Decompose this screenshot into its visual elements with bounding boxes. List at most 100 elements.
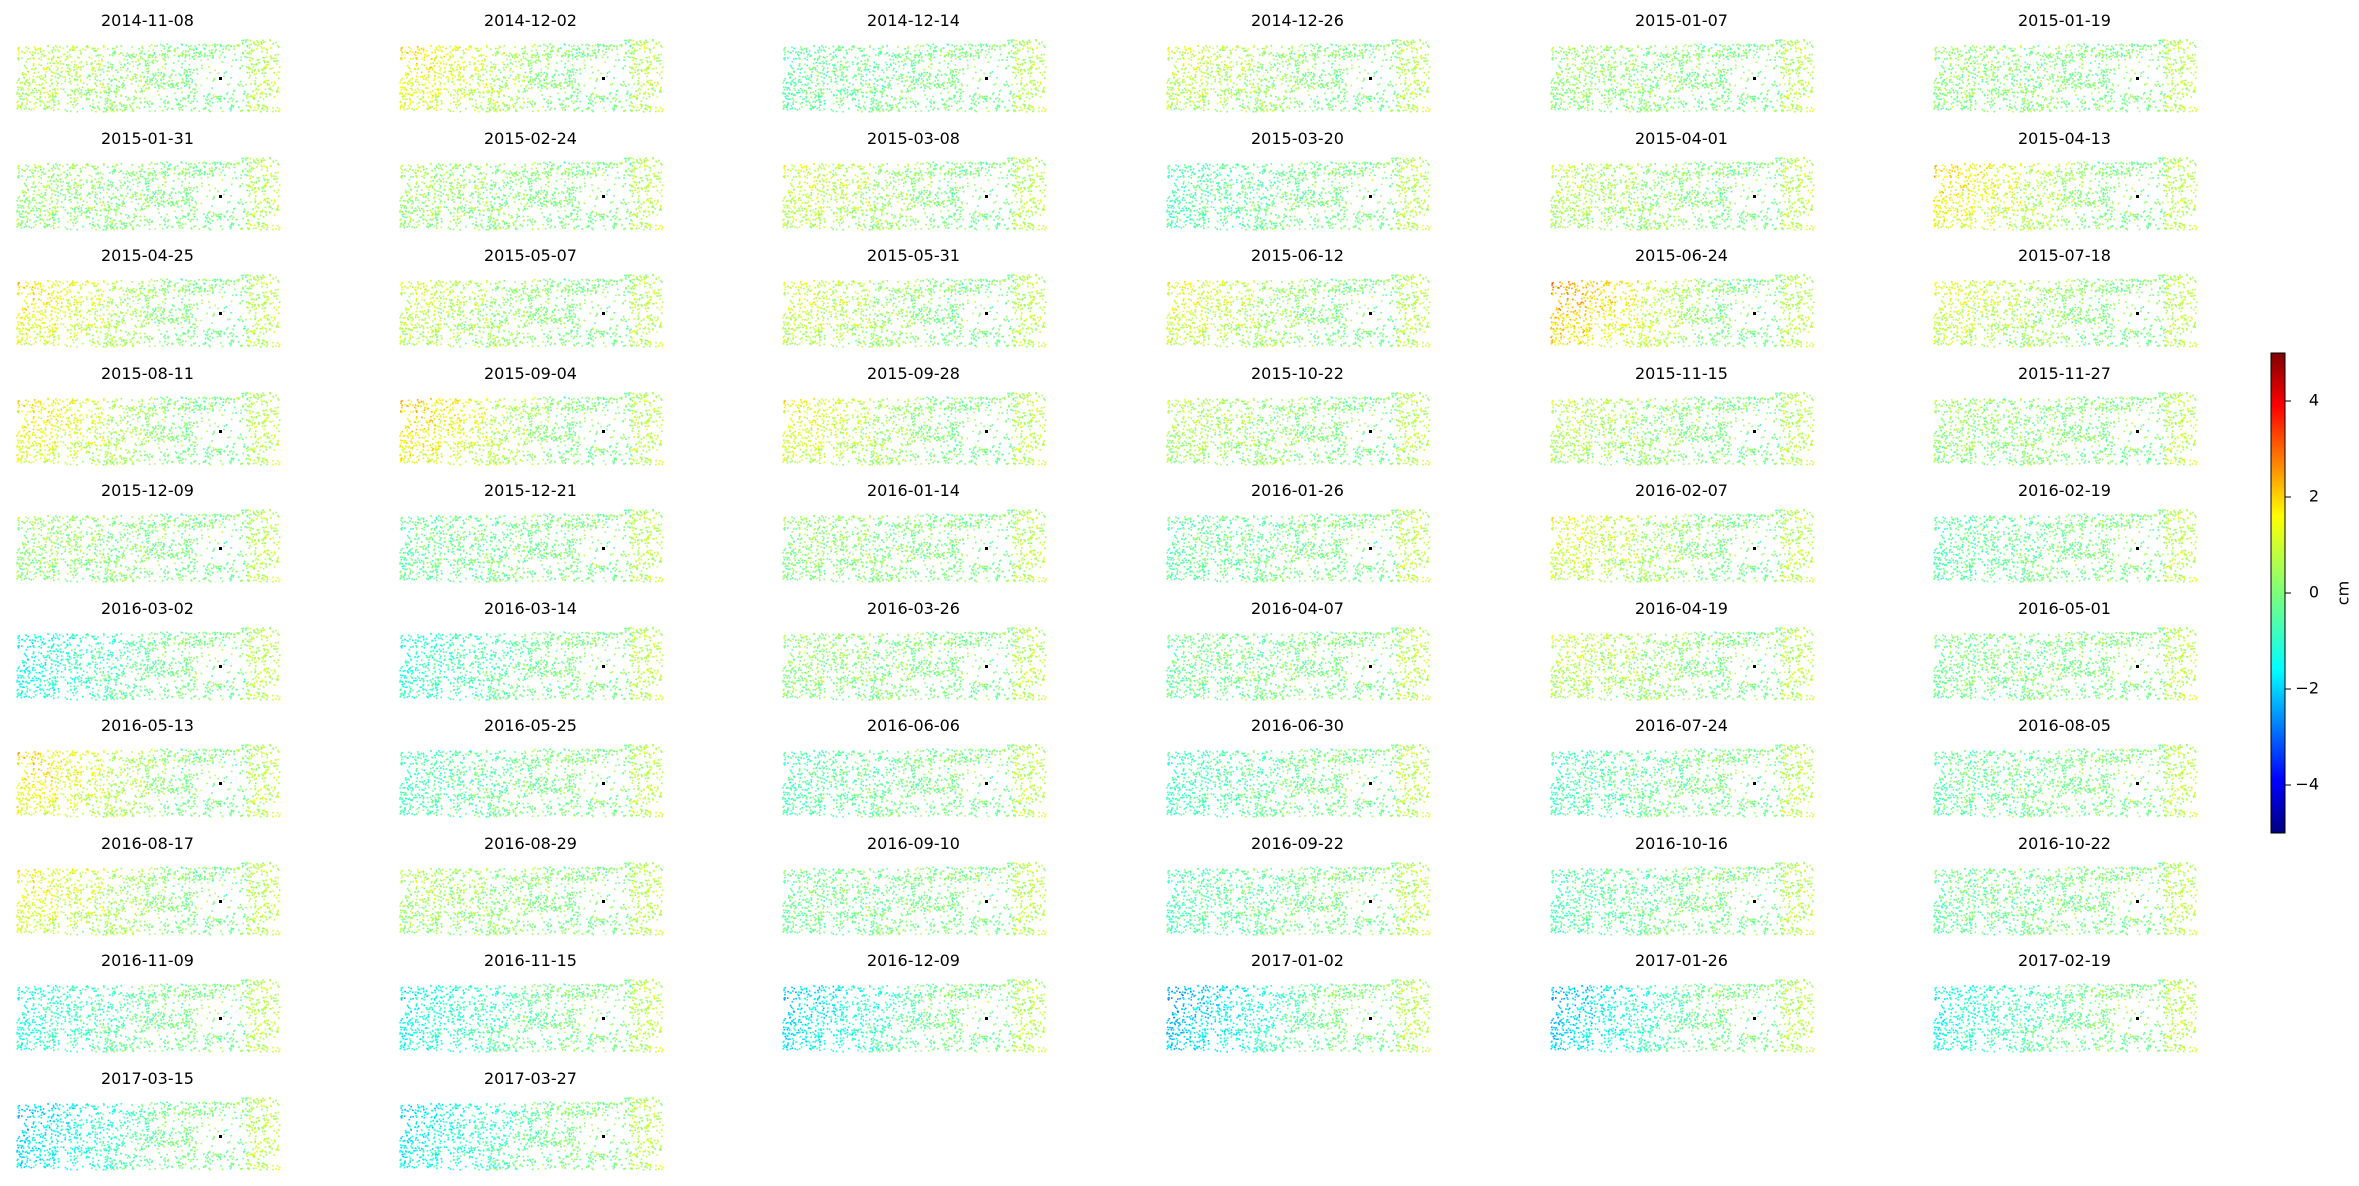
panel-title: 2015-02-24 — [484, 129, 577, 148]
panel-2016-11-09: 2016-11-09 — [16, 951, 280, 1053]
panel-title: 2015-06-24 — [1635, 246, 1728, 265]
panel-2015-11-15: 2015-11-15 — [1550, 364, 1814, 466]
panel-title: 2016-02-19 — [2018, 481, 2111, 500]
reference-point — [1369, 77, 1372, 80]
reference-point — [1753, 312, 1756, 315]
panel-grid: 2014-11-08 2014-12-02 2014-12-14 2014-12-26… — [16, 11, 2197, 1171]
displacement-map — [782, 392, 1046, 466]
panel-title: 2017-02-19 — [2018, 951, 2111, 970]
reference-point — [1369, 430, 1372, 433]
reference-point — [2136, 900, 2139, 903]
panel-2016-02-07: 2016-02-07 — [1550, 481, 1814, 583]
displacement-map — [1550, 274, 1814, 348]
panel-title: 2016-09-22 — [1251, 834, 1344, 853]
displacement-map — [399, 39, 663, 113]
reference-point — [1753, 900, 1756, 903]
displacement-map — [1933, 627, 2197, 701]
reference-point — [1753, 665, 1756, 668]
displacement-map — [1166, 392, 1430, 466]
panel-2014-12-02: 2014-12-02 — [399, 11, 663, 113]
panel-title: 2017-03-27 — [484, 1069, 577, 1088]
panel-2016-03-02: 2016-03-02 — [16, 599, 280, 701]
panel-title: 2016-11-15 — [484, 951, 577, 970]
panel-title: 2016-02-07 — [1635, 481, 1728, 500]
reference-point — [985, 782, 988, 785]
panel-2016-02-19: 2016-02-19 — [1933, 481, 2197, 583]
panel-title: 2015-05-07 — [484, 246, 577, 265]
panel-2016-12-09: 2016-12-09 — [782, 951, 1046, 1053]
panel-title: 2016-08-17 — [101, 834, 194, 853]
reference-point — [2136, 782, 2139, 785]
displacement-map — [399, 744, 663, 818]
panel-2016-06-06: 2016-06-06 — [782, 716, 1046, 818]
reference-point — [1369, 195, 1372, 198]
panel-2016-10-16: 2016-10-16 — [1550, 834, 1814, 936]
displacement-map — [1166, 157, 1430, 231]
displacement-map — [399, 392, 663, 466]
panel-2015-05-07: 2015-05-07 — [399, 246, 663, 348]
panel-title: 2016-05-01 — [2018, 599, 2111, 618]
panel-2016-07-24: 2016-07-24 — [1550, 716, 1814, 818]
colorbar-tick-label: −2 — [2295, 679, 2319, 698]
displacement-map — [1550, 157, 1814, 231]
panel-2016-09-10: 2016-09-10 — [782, 834, 1046, 936]
reference-point — [985, 665, 988, 668]
panel-2015-11-27: 2015-11-27 — [1933, 364, 2197, 466]
panel-title: 2014-12-26 — [1251, 11, 1344, 30]
panel-title: 2016-03-26 — [867, 599, 960, 618]
panel-2015-01-31: 2015-01-31 — [16, 129, 280, 231]
displacement-map — [782, 157, 1046, 231]
displacement-map — [1550, 392, 1814, 466]
displacement-map — [399, 979, 663, 1053]
reference-point — [1753, 547, 1756, 550]
panel-title: 2016-04-19 — [1635, 599, 1728, 618]
displacement-map — [782, 39, 1046, 113]
reference-point — [1753, 430, 1756, 433]
reference-point — [219, 1135, 222, 1138]
displacement-map — [1550, 627, 1814, 701]
panel-2015-06-12: 2015-06-12 — [1166, 246, 1430, 348]
panel-title: 2016-04-07 — [1251, 599, 1344, 618]
panel-2016-10-22: 2016-10-22 — [1933, 834, 2197, 936]
panel-title: 2015-12-09 — [101, 481, 194, 500]
reference-point — [219, 900, 222, 903]
reference-point — [602, 900, 605, 903]
panel-title: 2016-03-02 — [101, 599, 194, 618]
displacement-map — [1550, 979, 1814, 1053]
colorbar-gradient — [2271, 353, 2285, 833]
displacement-map — [1166, 862, 1430, 936]
reference-point — [985, 1017, 988, 1020]
reference-point — [602, 77, 605, 80]
panel-title: 2015-01-31 — [101, 129, 194, 148]
reference-point — [602, 430, 605, 433]
panel-2016-04-19: 2016-04-19 — [1550, 599, 1814, 701]
panel-2016-05-13: 2016-05-13 — [16, 716, 280, 818]
reference-point — [219, 312, 222, 315]
panel-title: 2015-01-19 — [2018, 11, 2111, 30]
panel-2014-12-26: 2014-12-26 — [1166, 11, 1430, 113]
panel-2017-02-19: 2017-02-19 — [1933, 951, 2197, 1053]
displacement-map — [399, 509, 663, 583]
panel-title: 2014-12-14 — [867, 11, 960, 30]
reference-point — [1753, 195, 1756, 198]
displacement-map — [782, 274, 1046, 348]
displacement-map — [1933, 39, 2197, 113]
panel-2016-11-15: 2016-11-15 — [399, 951, 663, 1053]
displacement-map — [1933, 744, 2197, 818]
panel-2015-01-19: 2015-01-19 — [1933, 11, 2197, 113]
panel-2015-02-24: 2015-02-24 — [399, 129, 663, 231]
panel-title: 2016-05-13 — [101, 716, 194, 735]
panel-2016-08-17: 2016-08-17 — [16, 834, 280, 936]
panel-title: 2016-12-09 — [867, 951, 960, 970]
displacement-map — [16, 157, 280, 231]
colorbar-label: cm — [2334, 581, 2353, 605]
panel-2015-09-28: 2015-09-28 — [782, 364, 1046, 466]
panel-2015-04-13: 2015-04-13 — [1933, 129, 2197, 231]
reference-point — [602, 665, 605, 668]
panel-title: 2017-01-02 — [1251, 951, 1344, 970]
reference-point — [985, 900, 988, 903]
displacement-map — [16, 862, 280, 936]
panel-title: 2015-11-15 — [1635, 364, 1728, 383]
reference-point — [985, 312, 988, 315]
